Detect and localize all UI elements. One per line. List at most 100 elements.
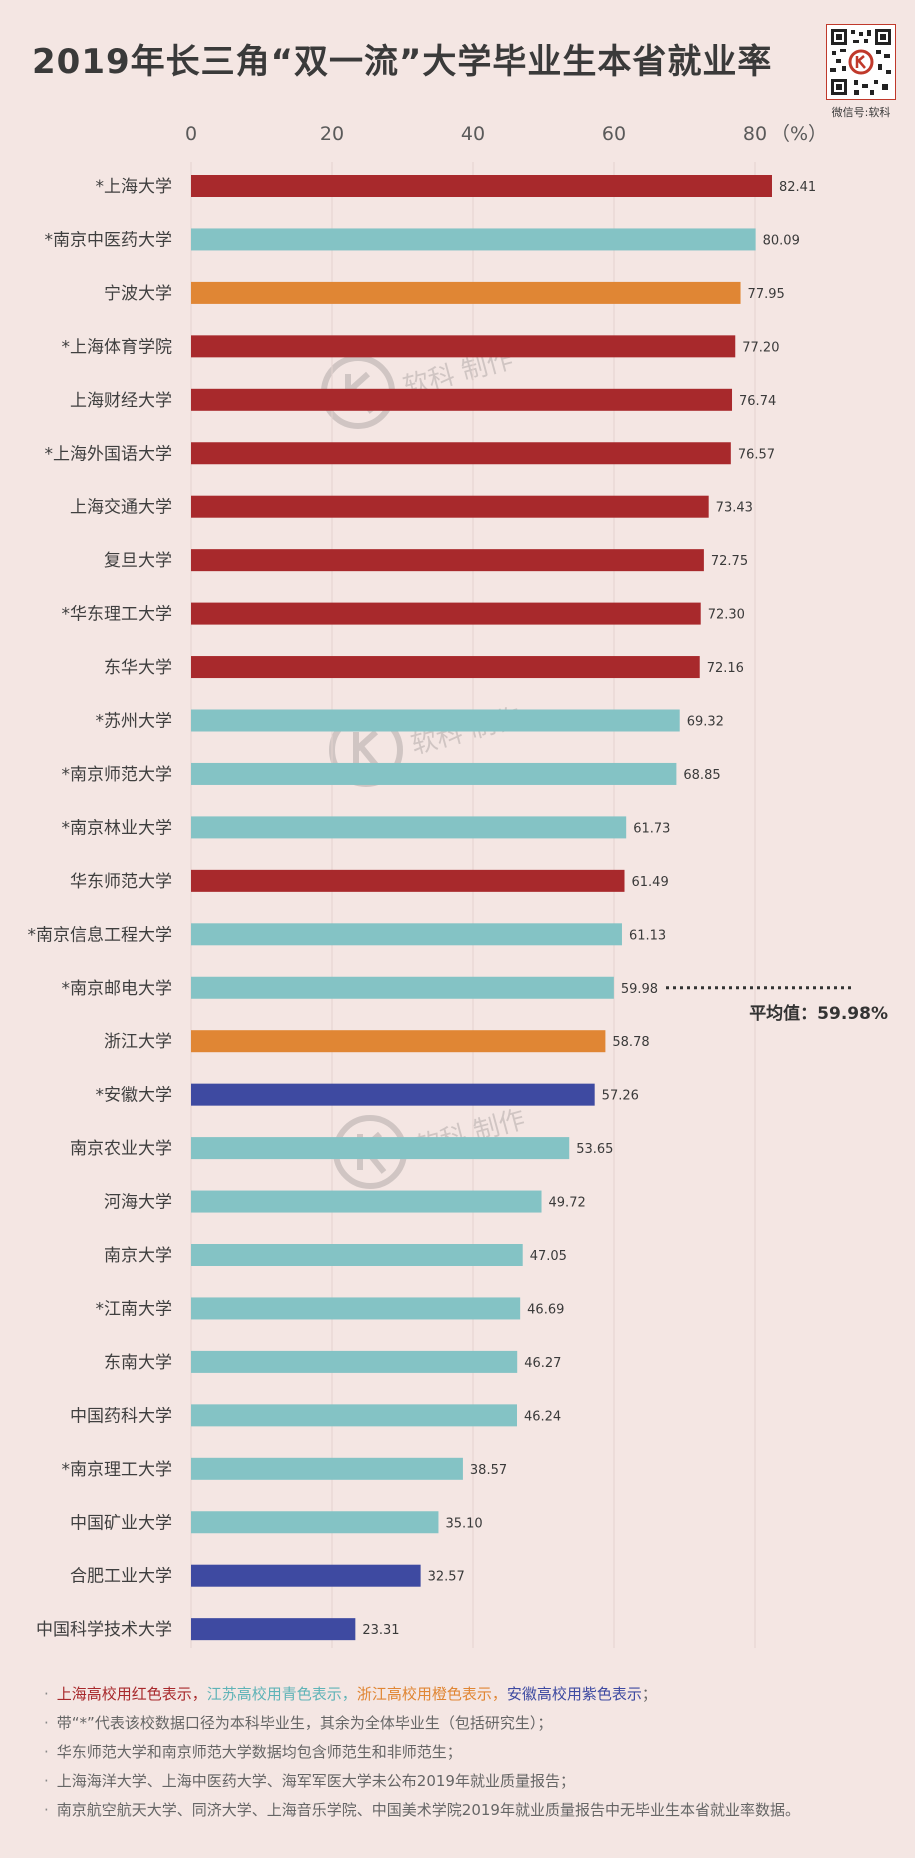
footnote-text: 江苏高校用青色表示， xyxy=(206,1685,357,1703)
bar xyxy=(191,281,741,304)
category-label: *南京理工大学 xyxy=(62,1460,173,1480)
footnote: 华东师范大学和南京师范大学数据均包含师范生和非师范生； xyxy=(44,1738,904,1767)
value-label: 58.78 xyxy=(612,1035,649,1050)
category-label: 东南大学 xyxy=(104,1353,172,1373)
footnote: 上海高校用红色表示，江苏高校用青色表示，浙江高校用橙色表示，安徽高校用紫色表示； xyxy=(44,1680,904,1709)
category-label: 上海财经大学 xyxy=(70,391,172,411)
bar xyxy=(191,1137,570,1160)
footnote-text: 安徽高校用紫色表示 xyxy=(506,1685,642,1703)
footnotes: 上海高校用红色表示，江苏高校用青色表示，浙江高校用橙色表示，安徽高校用紫色表示；… xyxy=(44,1680,904,1825)
average-label: 平均值：59.98% xyxy=(749,1003,888,1024)
footnote-text: 南京航空航天大学、同济大学、上海音乐学院、中国美术学院2019年就业质量报告中无… xyxy=(56,1801,800,1819)
qr-caption: 微信号:软科 xyxy=(831,106,891,119)
footnote-text: 华东师范大学和南京师范大学数据均包含师范生和非师范生； xyxy=(56,1743,462,1761)
bar xyxy=(191,228,756,251)
bar xyxy=(191,1083,595,1106)
bar xyxy=(191,175,772,197)
category-label: *安徽大学 xyxy=(96,1086,173,1106)
bar xyxy=(191,1511,439,1534)
category-label: 中国科学技术大学 xyxy=(36,1620,172,1640)
value-label: 53.65 xyxy=(576,1142,613,1157)
bar xyxy=(191,1030,606,1053)
value-label: 57.26 xyxy=(602,1089,639,1104)
category-label: 复旦大学 xyxy=(104,551,172,571)
qr-code-icon xyxy=(826,24,896,100)
value-label: 38.57 xyxy=(470,1463,507,1478)
bar xyxy=(191,1297,521,1320)
footnote: 上海海洋大学、上海中医药大学、海军军医大学未公布2019年就业质量报告； xyxy=(44,1767,904,1796)
bar xyxy=(191,656,700,679)
category-label: *南京邮电大学 xyxy=(62,979,173,999)
footnote: 带“*”代表该校数据口径为本科毕业生，其余为全体毕业生（包括研究生）； xyxy=(44,1709,904,1738)
value-label: 46.27 xyxy=(524,1356,561,1371)
value-label: 76.57 xyxy=(738,447,775,462)
category-label: *上海外国语大学 xyxy=(45,444,173,464)
bar xyxy=(191,1244,523,1266)
category-label: *南京师范大学 xyxy=(62,765,173,785)
value-label: 77.20 xyxy=(742,340,779,355)
value-label: 73.43 xyxy=(716,501,753,516)
category-label: 浙江大学 xyxy=(104,1032,172,1052)
category-label: *南京林业大学 xyxy=(62,818,173,838)
value-label: 47.05 xyxy=(530,1249,567,1264)
bar xyxy=(191,1350,518,1373)
value-label: 46.24 xyxy=(524,1409,561,1424)
bar xyxy=(191,549,704,572)
x-axis-ticks: 0 20 40 60 80 （%） xyxy=(185,123,827,145)
x-tick-label: 0 xyxy=(185,123,197,145)
footnote-text: 浙江高校用橙色表示， xyxy=(356,1685,507,1703)
category-label: 宁波大学 xyxy=(104,284,172,304)
value-label: 35.10 xyxy=(445,1516,482,1531)
category-label: 合肥工业大学 xyxy=(70,1567,172,1587)
bar xyxy=(191,1404,517,1427)
footnote-text: ； xyxy=(641,1685,657,1703)
footnote-text: 上海海洋大学、上海中医药大学、海军军医大学未公布2019年就业质量报告； xyxy=(56,1772,575,1790)
value-label: 23.31 xyxy=(362,1623,399,1638)
bar xyxy=(191,335,736,358)
value-label: 76.74 xyxy=(739,394,776,409)
value-label: 72.16 xyxy=(707,661,744,676)
bar xyxy=(191,1190,542,1213)
bar xyxy=(191,495,709,518)
value-label: 61.49 xyxy=(632,875,669,890)
bar xyxy=(191,923,622,946)
category-label: 中国药科大学 xyxy=(70,1406,172,1426)
footnote: 南京航空航天大学、同济大学、上海音乐学院、中国美术学院2019年就业质量报告中无… xyxy=(44,1796,904,1825)
category-label: 南京大学 xyxy=(104,1246,172,1266)
bar xyxy=(191,816,627,839)
category-label: 华东师范大学 xyxy=(70,872,172,892)
value-label: 72.30 xyxy=(708,608,745,623)
category-label: 东华大学 xyxy=(104,658,172,678)
category-label: *华东理工大学 xyxy=(62,605,173,625)
value-label: 59.98 xyxy=(621,982,658,997)
x-axis-unit: （%） xyxy=(771,123,827,145)
bar xyxy=(191,762,677,785)
bar xyxy=(191,709,680,732)
category-label: 上海交通大学 xyxy=(70,498,172,518)
value-label: 49.72 xyxy=(549,1196,586,1211)
bar xyxy=(191,1457,463,1480)
bar xyxy=(191,388,733,411)
x-tick-label: 80 xyxy=(743,123,767,145)
bar-chart: 0 20 40 60 80 （%） *上海大学 82.41 *南京中医药大学 80.09 宁波大学… xyxy=(28,123,888,1648)
category-label: *上海体育学院 xyxy=(62,337,173,357)
value-label: 77.95 xyxy=(748,287,785,302)
value-label: 72.75 xyxy=(711,554,748,569)
category-label: 南京农业大学 xyxy=(70,1139,172,1159)
bar xyxy=(191,1564,421,1587)
footnote-text: 上海高校用红色表示， xyxy=(56,1685,207,1703)
footnote-text: 带“*”代表该校数据口径为本科毕业生，其余为全体毕业生（包括研究生）； xyxy=(56,1714,553,1732)
chart-title: 2019年长三角“双一流”大学毕业生本省就业率 xyxy=(32,42,773,82)
bars: *上海大学 82.41 *南京中医药大学 80.09 宁波大学 77.95 *上海体育学院 7… xyxy=(28,175,816,1641)
category-label: *南京中医药大学 xyxy=(45,230,173,250)
value-label: 69.32 xyxy=(687,715,724,730)
x-tick-label: 60 xyxy=(602,123,626,145)
category-label: *江南大学 xyxy=(96,1299,173,1319)
average-marker: 平均值：59.98% xyxy=(666,986,888,1024)
bar xyxy=(191,1618,356,1641)
category-label: *苏州大学 xyxy=(96,712,173,732)
bar xyxy=(191,869,625,892)
bar xyxy=(191,602,701,625)
value-label: 61.73 xyxy=(633,821,670,836)
category-label: 中国矿业大学 xyxy=(70,1513,172,1533)
